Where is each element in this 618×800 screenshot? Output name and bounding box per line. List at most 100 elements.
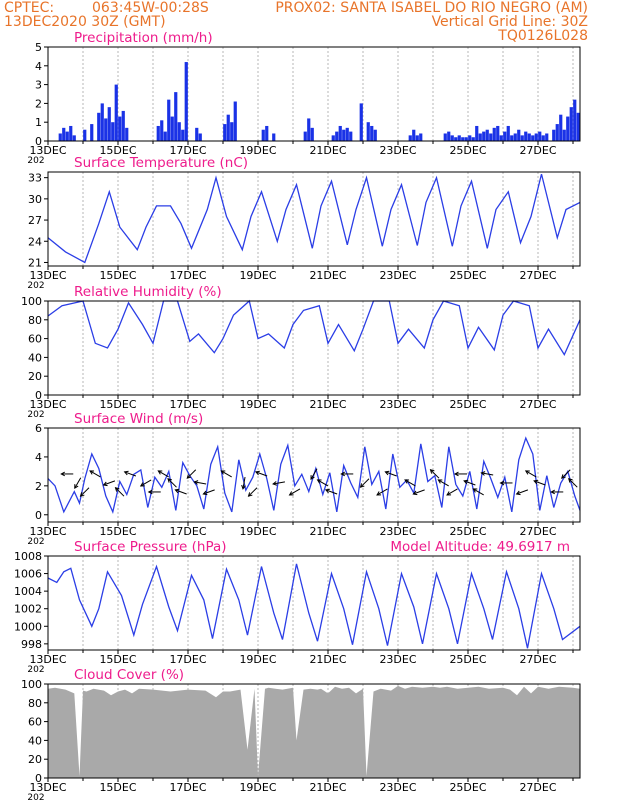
precip-bar <box>156 125 160 141</box>
y-tick-label: 5 <box>35 41 42 54</box>
wind-arrow <box>515 489 529 496</box>
precip-bar <box>534 133 538 141</box>
precip-bar <box>261 129 265 141</box>
year-label: 202 <box>27 410 44 420</box>
precip-bar <box>492 127 496 141</box>
precip-bar <box>69 125 73 141</box>
precip-bar <box>468 135 472 141</box>
wind-arrow <box>186 469 197 479</box>
precip-bar <box>125 127 129 141</box>
precip-bar <box>335 131 339 141</box>
x-tick-label: 19DEC <box>239 653 276 666</box>
precip-bar <box>489 133 493 141</box>
y-tick-label: 21 <box>28 256 42 269</box>
precip-bar <box>62 127 66 141</box>
x-tick-label: 15DEC <box>99 781 136 794</box>
x-tick-label: 15DEC <box>99 653 136 666</box>
wind-arrow <box>272 481 285 486</box>
precip-bar <box>496 125 500 141</box>
precip-title: Precipitation (mm/h) <box>74 30 213 46</box>
precip-bar <box>167 99 171 141</box>
x-tick-label: 15DEC <box>99 525 136 538</box>
panel-frame <box>47 555 581 651</box>
x-tick-label: 15DEC <box>99 144 136 157</box>
y-tick-label: 30 <box>28 193 42 206</box>
wind-arrow <box>453 471 467 477</box>
y-tick-label: 27 <box>28 214 42 227</box>
wind-arrow <box>310 468 318 481</box>
x-tick-label: 21DEC <box>309 781 346 794</box>
precip-bar <box>342 129 346 141</box>
panel-frame <box>47 171 581 267</box>
precip-bar <box>447 131 451 141</box>
precip-bar <box>566 116 570 141</box>
cloud-title: Cloud Cover (%) <box>74 667 184 683</box>
x-tick-label: 25DEC <box>449 525 486 538</box>
precip-bar <box>265 125 269 141</box>
x-tick-label: 23DEC <box>379 525 416 538</box>
precip-bar <box>310 127 314 141</box>
panel-frame <box>47 683 581 779</box>
x-tick-label: 21DEC <box>309 269 346 282</box>
wind-arrow <box>437 479 449 487</box>
y-tick-label: 4 <box>35 60 42 73</box>
y-tick-label: 1004 <box>14 585 42 598</box>
y-tick-label: 60 <box>28 333 42 346</box>
year-label: 202 <box>27 665 44 675</box>
x-tick-label: 13DEC <box>29 269 66 282</box>
year-label: 202 <box>27 156 44 166</box>
y-tick-label: 20 <box>28 370 42 383</box>
precip-bar <box>450 135 454 141</box>
wind-arrow <box>174 488 187 495</box>
wind-arrow <box>412 489 425 496</box>
wind-arrow <box>324 488 338 495</box>
precip-bar <box>527 133 531 141</box>
header-coordinates: 063:45W-00:28S <box>92 0 209 16</box>
x-tick-label: 15DEC <box>99 398 136 411</box>
panel-temp <box>44 171 581 270</box>
x-tick-label: 15DEC <box>99 269 136 282</box>
precip-bar <box>303 131 307 141</box>
x-tick-label: 19DEC <box>239 144 276 157</box>
precip-bar <box>230 122 234 141</box>
precip-bar <box>408 135 412 141</box>
wind-arrow <box>193 480 207 485</box>
precip-bar <box>555 124 559 141</box>
cloud-cover-area <box>48 685 580 778</box>
precip-bar <box>174 92 178 141</box>
precip-bar <box>524 131 528 141</box>
panel-cloud <box>44 683 581 782</box>
precip-bar <box>538 131 542 141</box>
precip-bar <box>177 122 181 141</box>
y-tick-label: 80 <box>28 697 42 710</box>
temp-title: Surface Temperature (nC) <box>74 155 248 171</box>
wind-arrow <box>102 480 116 487</box>
y-tick-label: 80 <box>28 314 42 327</box>
precip-bar <box>464 137 468 141</box>
precip-bar <box>531 135 535 141</box>
precip-bar <box>121 110 125 141</box>
precip-bar <box>58 133 62 141</box>
wind-arrow <box>446 488 458 496</box>
wind-arrow <box>404 479 416 487</box>
wind-arrow <box>340 471 354 477</box>
precip-bar <box>370 125 374 141</box>
precip-bar <box>83 129 87 141</box>
y-tick-label: 998 <box>21 638 42 651</box>
precip-bar <box>475 125 479 141</box>
x-tick-label: 17DEC <box>169 269 206 282</box>
year-label: 202 <box>27 281 44 291</box>
y-tick-label: 2 <box>35 480 42 493</box>
x-tick-label: 25DEC <box>449 781 486 794</box>
x-tick-label: 23DEC <box>379 269 416 282</box>
precip-bar <box>457 135 461 141</box>
x-tick-label: 25DEC <box>449 144 486 157</box>
wind-arrow <box>241 476 246 490</box>
precip-bar <box>233 101 237 141</box>
wind-arrow <box>472 488 484 496</box>
wind-arrow <box>147 489 161 495</box>
rh-title: Relative Humidity (%) <box>74 284 222 300</box>
precip-bar <box>541 135 545 141</box>
year-label: 202 <box>27 793 44 800</box>
wind-arrow <box>202 489 215 496</box>
